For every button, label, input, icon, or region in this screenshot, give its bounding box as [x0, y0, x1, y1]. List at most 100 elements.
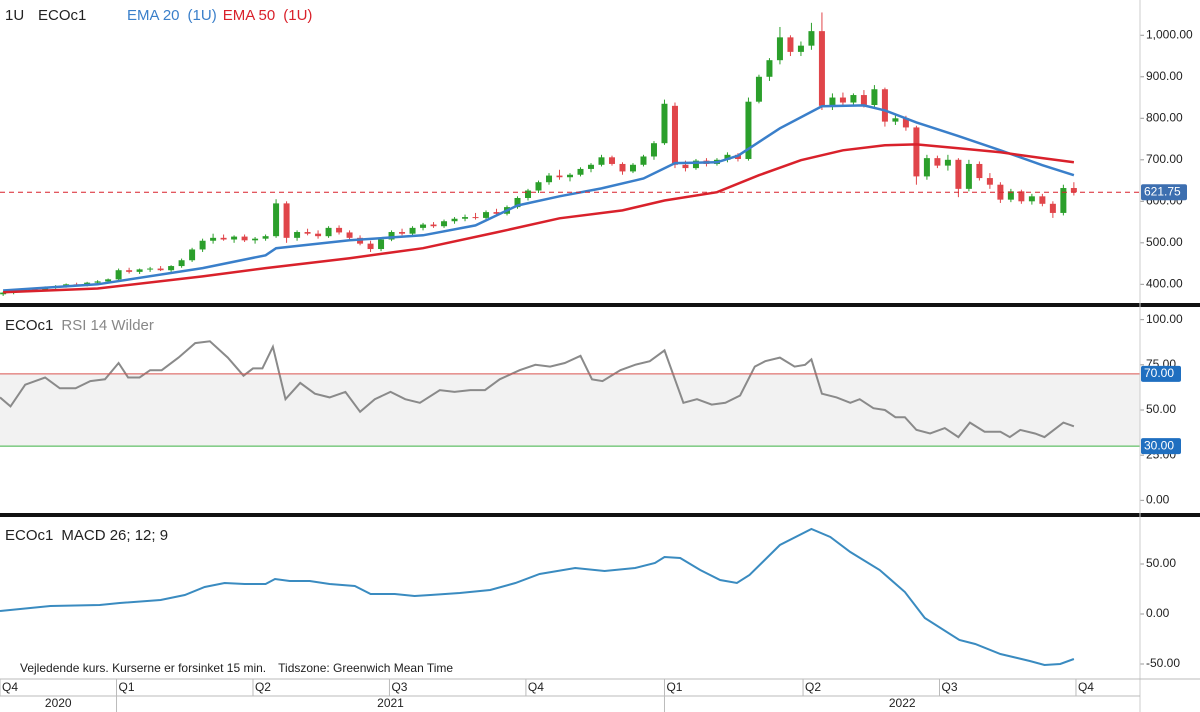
y-tick-label: 0.00	[1146, 606, 1170, 620]
candle-body	[210, 237, 217, 241]
candle-body	[808, 31, 815, 46]
candle-body	[587, 164, 594, 169]
candle-body	[199, 240, 206, 250]
x-tick-label: Q2	[805, 680, 821, 694]
year-label: 2021	[377, 696, 404, 710]
candle-body	[430, 224, 437, 227]
candle-body	[892, 118, 899, 122]
y-tick-label: 400.00	[1146, 276, 1183, 290]
candle-body	[839, 97, 846, 103]
candle-body	[294, 232, 301, 238]
candle-body	[619, 163, 626, 172]
candle-body	[168, 266, 175, 271]
candle-body	[252, 238, 259, 241]
candle-body	[94, 281, 101, 283]
band-box	[1141, 365, 1181, 382]
candle-body	[105, 279, 112, 282]
candle-body	[220, 237, 227, 240]
rsi-band-fill	[0, 373, 1140, 447]
candle-body	[1039, 196, 1046, 204]
candle-body	[776, 37, 783, 61]
candle-body	[567, 174, 573, 178]
x-tick-label: Q3	[391, 680, 407, 694]
candle-body	[965, 163, 972, 189]
y-tick-label: 100.00	[1146, 312, 1183, 326]
candle-body	[986, 178, 993, 185]
candle-body	[315, 233, 322, 237]
candle-body	[535, 182, 542, 191]
candle-body	[755, 76, 762, 102]
x-tick-label: Q4	[2, 680, 18, 694]
candle-body	[472, 217, 479, 219]
candle-body	[818, 31, 825, 106]
candle-body	[304, 232, 311, 234]
y-tick-label: 1,000.00	[1146, 27, 1193, 41]
symbol: ECOc1	[5, 527, 53, 544]
candle-body	[147, 268, 154, 270]
interval: 1U	[5, 7, 24, 24]
candle-body	[976, 163, 983, 179]
panel-separator	[0, 513, 1200, 517]
candle-body	[388, 232, 395, 240]
band-box	[1141, 438, 1181, 455]
candle-body	[325, 227, 332, 237]
candle-body	[745, 101, 752, 159]
candle-body	[1018, 191, 1025, 202]
candle-body	[556, 175, 563, 178]
legend-period: (1U)	[188, 7, 217, 24]
candle-body	[514, 197, 521, 208]
footer-timezone: Tidszone: Greenwich Mean Time	[278, 661, 453, 675]
candle-body	[881, 89, 888, 122]
candle-body	[797, 45, 804, 52]
candle-body	[546, 175, 553, 183]
y-tick-label: 0.00	[1146, 493, 1170, 507]
x-tick-label: Q2	[255, 680, 271, 694]
x-tick-label: Q1	[666, 680, 682, 694]
y-tick-label: -50.00	[1146, 656, 1180, 670]
candle-body	[367, 243, 374, 250]
x-tick-label: Q1	[119, 680, 135, 694]
candle-body	[871, 89, 878, 106]
candle-body	[902, 118, 909, 128]
candle-body	[766, 60, 773, 77]
symbol: ECOc1	[38, 7, 86, 24]
candle-body	[944, 159, 951, 166]
candle-body	[493, 212, 500, 214]
candle-body	[1049, 203, 1056, 213]
candle-body	[420, 224, 427, 228]
y-tick-label: 50.00	[1146, 402, 1176, 416]
candle-body	[283, 203, 290, 238]
indicator-title: MACD 26; 12; 9	[61, 527, 168, 544]
y-tick-label: 900.00	[1146, 69, 1183, 83]
band-label: 30.00	[1144, 438, 1174, 452]
y-tick-label: 700.00	[1146, 152, 1183, 166]
symbol: ECOc1	[5, 317, 53, 334]
indicator-title: RSI 14 Wilder	[61, 317, 154, 334]
candle-body	[860, 95, 867, 106]
band-label: 70.00	[1144, 366, 1174, 380]
candle-body	[671, 105, 678, 165]
year-label: 2020	[45, 696, 72, 710]
x-tick-label: Q3	[942, 680, 958, 694]
candle-body	[650, 143, 657, 157]
x-tick-label: Q4	[1078, 680, 1094, 694]
candle-body	[178, 260, 185, 267]
candle-body	[346, 232, 353, 238]
candle-body	[598, 157, 605, 165]
candle-body	[608, 157, 615, 164]
candle-body	[157, 268, 164, 271]
candle-body	[262, 236, 269, 239]
legend-name: EMA 20	[127, 7, 180, 24]
ema-line	[3, 104, 1075, 292]
x-tick-label: Q4	[528, 680, 544, 694]
indicator-line	[0, 527, 1075, 667]
candle-body	[336, 227, 343, 233]
candle-body	[640, 156, 647, 165]
candle-body	[115, 270, 122, 280]
candle-body	[850, 95, 857, 103]
candle-body	[1060, 188, 1067, 213]
year-label: 2022	[889, 696, 916, 710]
candle-body	[629, 164, 636, 172]
